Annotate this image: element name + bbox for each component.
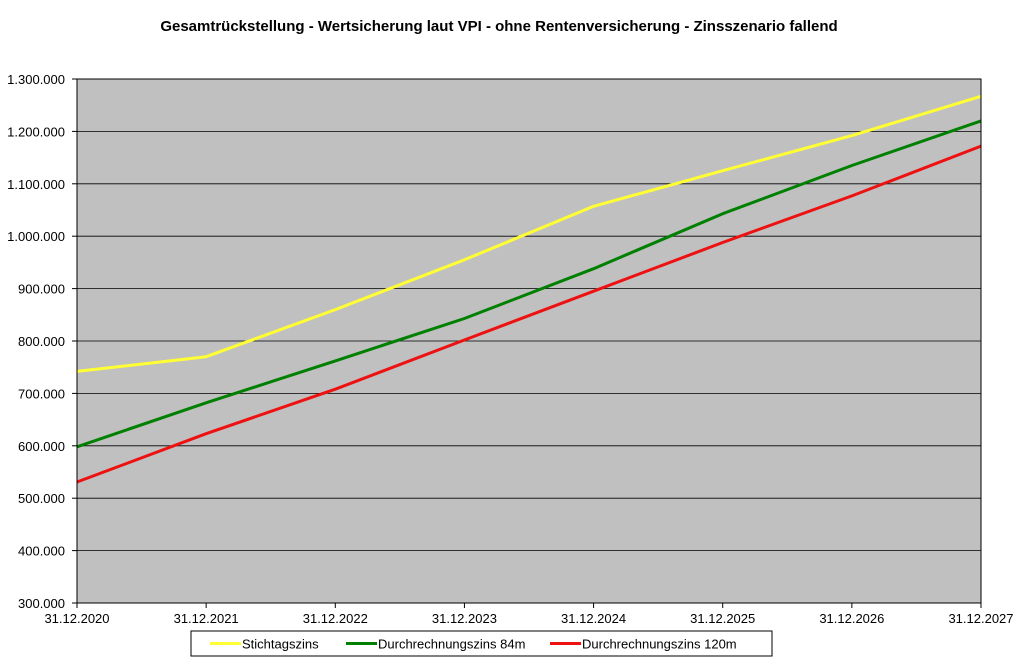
x-tick-label: 31.12.2023 — [432, 611, 497, 626]
legend-label-1: Stichtagszins — [242, 637, 319, 652]
y-tick-label: 400.000 — [18, 544, 65, 559]
y-tick-label: 300.000 — [18, 596, 65, 611]
plot-border — [76, 78, 982, 604]
x-tick-label: 31.12.2027 — [948, 611, 1013, 626]
y-tick-label: 800.000 — [18, 334, 65, 349]
x-tick-label: 31.12.2022 — [303, 611, 368, 626]
x-tick-label: 31.12.2026 — [819, 611, 884, 626]
x-tick-label: 31.12.2020 — [44, 611, 109, 626]
y-tick-label: 500.000 — [18, 491, 65, 506]
chart-title: Gesamtrückstellung - Wertsicherung laut … — [160, 18, 837, 35]
y-axis: 300.000 400.000 500.000 600.000 700.000 800.0… — [7, 72, 77, 611]
series-lines — [76, 94, 982, 484]
series-line-2 — [76, 119, 982, 449]
y-tick-label: 600.000 — [18, 439, 65, 454]
legend: Stichtagszins Durchrechnungszins 84m Durch… — [190, 630, 773, 657]
series-line-3 — [76, 144, 982, 484]
y-tick-label: 900.000 — [18, 282, 65, 297]
y-tick-label: 1.300.000 — [7, 72, 65, 87]
y-tick-label: 1.100.000 — [7, 177, 65, 192]
series-line-1 — [76, 94, 982, 373]
y-tick-label: 1.200.000 — [7, 124, 65, 139]
legend-label-2: Durchrechnungszins 84m — [378, 637, 525, 652]
x-tick-label: 31.12.2024 — [561, 611, 626, 626]
legend-box — [190, 630, 773, 657]
x-axis: 31.12.2020 31.12.2021 31.12.2022 31.12.2023… — [44, 603, 1014, 626]
x-tick-label: 31.12.2021 — [174, 611, 239, 626]
y-tick-label: 700.000 — [18, 386, 65, 401]
legend-label-3: Durchrechnungszins 120m — [582, 637, 737, 652]
y-tick-label: 1.000.000 — [7, 229, 65, 244]
x-tick-label: 31.12.2025 — [690, 611, 755, 626]
